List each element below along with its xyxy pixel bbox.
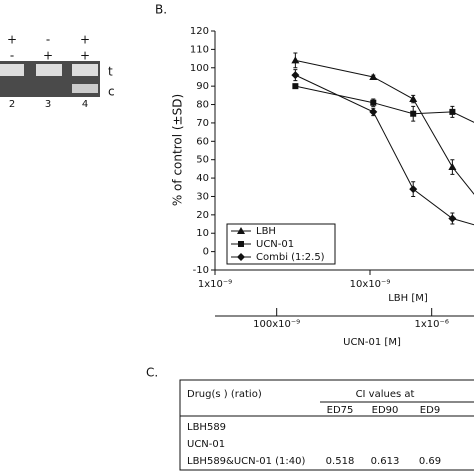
lane-label: 4 bbox=[82, 99, 88, 110]
marker bbox=[448, 214, 457, 223]
y-tick-label: 10 bbox=[196, 228, 209, 239]
treatment-sign: + bbox=[43, 49, 53, 63]
y-tick-label: 30 bbox=[196, 191, 209, 202]
legend-label: Combi (1:2.5) bbox=[256, 252, 325, 263]
marker bbox=[291, 56, 300, 64]
table-header: CI values at bbox=[356, 389, 415, 400]
lane-label: 2 bbox=[9, 99, 15, 110]
treatment-sign: + bbox=[80, 33, 90, 47]
gel-band bbox=[72, 84, 98, 93]
gel-band bbox=[72, 64, 98, 76]
treatment-sign: + bbox=[7, 33, 17, 47]
table-border bbox=[179, 379, 474, 471]
line bbox=[295, 85, 474, 123]
y-tick-label: 80 bbox=[196, 100, 209, 111]
y-tick-label: 70 bbox=[196, 118, 209, 129]
marker bbox=[292, 83, 299, 90]
legend-label: LBH bbox=[256, 226, 276, 237]
treatment-sign: - bbox=[46, 33, 50, 47]
y-tick-label: -10 bbox=[193, 265, 209, 276]
y-tick-label: 0 bbox=[203, 247, 209, 258]
table-cell: 0.613 bbox=[371, 456, 400, 467]
y-tick-label: 100 bbox=[190, 63, 209, 74]
marker bbox=[410, 110, 417, 117]
x-tick-label: 10x10⁻⁹ bbox=[350, 279, 391, 290]
marker bbox=[238, 241, 244, 247]
gel-band bbox=[0, 64, 24, 76]
marker bbox=[409, 185, 418, 194]
panel-label: B. bbox=[155, 3, 167, 17]
band-label: t bbox=[108, 65, 113, 79]
line bbox=[295, 74, 474, 226]
y-tick-label: 90 bbox=[196, 81, 209, 92]
marker bbox=[291, 71, 300, 80]
x2-tick-label: 1x10⁻⁶ bbox=[415, 319, 449, 330]
table-row-label: LBH589 bbox=[187, 422, 226, 433]
marker bbox=[237, 227, 245, 234]
treatment-sign: + bbox=[80, 49, 90, 63]
line bbox=[295, 59, 474, 195]
panel-label: C. bbox=[146, 366, 158, 380]
marker bbox=[409, 95, 418, 103]
y-tick-label: 20 bbox=[196, 210, 209, 221]
y-tick-label: 60 bbox=[196, 136, 209, 147]
band-label: c bbox=[108, 85, 115, 99]
treatment-sign: - bbox=[10, 49, 14, 63]
table-cell: 0.518 bbox=[326, 456, 355, 467]
legend-label: UCN-01 bbox=[256, 239, 294, 250]
marker bbox=[448, 163, 457, 171]
table-header: Drug(s ) (ratio) bbox=[187, 389, 262, 400]
marker bbox=[369, 72, 378, 80]
y-tick-label: 120 bbox=[190, 26, 209, 37]
x2-tick-label: 100x10⁻⁹ bbox=[253, 319, 300, 330]
gel-band bbox=[36, 64, 62, 76]
y-axis-label: % of control (±SD) bbox=[171, 94, 185, 206]
table-cell: 0.69 bbox=[419, 456, 441, 467]
table-column: ED90 bbox=[372, 405, 399, 416]
table-column: ED9 bbox=[420, 405, 440, 416]
x-axis-label: LBH [M] bbox=[388, 293, 428, 304]
y-tick-label: 110 bbox=[190, 44, 209, 55]
marker bbox=[237, 253, 245, 261]
marker bbox=[449, 108, 456, 115]
y-tick-label: 40 bbox=[196, 173, 209, 184]
table-column: ED75 bbox=[327, 405, 354, 416]
x-tick-label: 1x10⁻⁹ bbox=[198, 279, 232, 290]
table-row-label: LBH589&UCN-01 (1:40) bbox=[187, 456, 305, 467]
table-row-label: UCN-01 bbox=[187, 439, 225, 450]
y-tick-label: 50 bbox=[196, 155, 209, 166]
x2-axis-label: UCN-01 [M] bbox=[343, 337, 401, 348]
marker bbox=[370, 99, 377, 106]
marker bbox=[369, 107, 378, 116]
lane-label: 3 bbox=[45, 99, 51, 110]
